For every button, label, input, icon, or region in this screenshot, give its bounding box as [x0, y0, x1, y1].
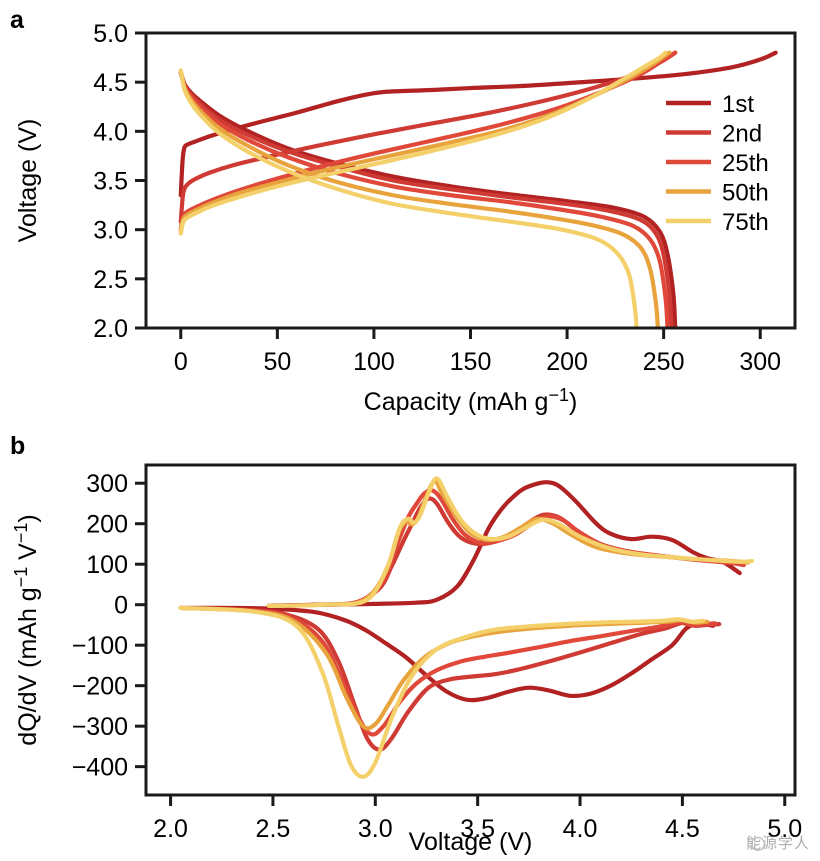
- legend-label-2nd: 2nd: [722, 121, 762, 148]
- panel-a-letter: a: [10, 6, 24, 34]
- legend-label-50th: 50th: [722, 180, 769, 207]
- curve-1st-discharge: [178, 605, 716, 703]
- y-tick-label: 200: [86, 511, 128, 539]
- legend-label-75th: 75th: [722, 209, 769, 236]
- x-tick-label: 3.5: [460, 815, 495, 843]
- curve-1st-charge: [178, 50, 778, 198]
- cloud-logo-icon: [747, 836, 765, 851]
- panel-a: a 0 50 100 150 200 250 300 2.0 2.5 3.0 3.5 4.0 4.5 5.…: [0, 0, 820, 430]
- panel-b-letter: b: [10, 432, 26, 460]
- plot-frame: [144, 31, 797, 330]
- y-tick-label: 2.5: [93, 266, 128, 294]
- curve-25th-discharge: [178, 69, 670, 327]
- curve-50th-charge: [178, 50, 672, 234]
- y-tick-label: 0: [114, 592, 128, 620]
- y-tick-label: 100: [86, 551, 128, 579]
- plot-frame: [144, 463, 797, 797]
- x-tick-label: 2.5: [256, 815, 291, 843]
- legend-label-1st: 1st: [722, 91, 754, 118]
- curve-1st-discharge: [178, 70, 678, 327]
- y-tick-label: 300: [86, 470, 128, 498]
- x-axis-title: Voltage (V): [409, 828, 533, 856]
- watermark: 能源学人: [746, 832, 810, 853]
- y-tick-label: −400: [72, 754, 128, 782]
- x-tick-label: 4.0: [563, 815, 598, 843]
- curves-group: [178, 476, 755, 779]
- y-tick-label: 3.5: [93, 168, 128, 196]
- x-tick-label: 3.0: [358, 815, 393, 843]
- x-tick-label: 5.0: [767, 815, 802, 843]
- x-tick-label: 0: [174, 348, 188, 376]
- x-tick-label: 2.0: [153, 815, 188, 843]
- curve-2nd-charge: [266, 496, 746, 609]
- x-tick-label: 4.5: [665, 815, 700, 843]
- x-tick-label: 300: [739, 348, 781, 376]
- x-tick-label: 150: [450, 348, 492, 376]
- y-tick-label: −300: [72, 713, 128, 741]
- x-axis-title: Capacity (mAh g−1): [364, 385, 578, 416]
- y-tick-label: −100: [72, 632, 128, 660]
- y-tick-label: 3.0: [93, 217, 128, 245]
- y-axis-title: dQ/dV (mAh g−1 V−1): [11, 514, 42, 745]
- curve-75th-discharge: [178, 605, 705, 779]
- curves-group: [178, 50, 778, 327]
- y-tick-label: 4.5: [93, 69, 128, 97]
- curve-75th-discharge: [178, 68, 639, 327]
- x-tick-label: 50: [263, 348, 291, 376]
- y-axis-title: Voltage (V): [14, 119, 42, 243]
- curve-50th-discharge: [178, 69, 660, 327]
- y-tick-label: 5.0: [93, 20, 128, 48]
- curve-75th-charge: [266, 476, 755, 609]
- curve-25th-discharge: [178, 605, 718, 737]
- curve-25th-charge: [266, 488, 746, 609]
- panel-b: b 2.0 2.5 3.0 3.5 4.0 4.5 5.0 −400 −300 −200 −100 0…: [0, 430, 820, 861]
- y-tick-label: −200: [72, 673, 128, 701]
- x-tick-label: 200: [546, 348, 588, 376]
- x-tick-label: 100: [353, 348, 395, 376]
- curve-75th-charge: [178, 50, 668, 236]
- curve-1st-charge: [270, 480, 742, 608]
- panel-a-chart: 0 50 100 150 200 250 300 2.0 2.5 3.0 3.5 4.0 4.5 5.0 C…: [14, 20, 797, 416]
- legend-label-25th: 25th: [722, 150, 769, 177]
- y-tick-label: 2.0: [93, 315, 128, 343]
- curve-2nd-discharge: [178, 605, 722, 752]
- y-tick-label: 4.0: [93, 118, 128, 146]
- x-tick-label: 250: [643, 348, 685, 376]
- panel-b-chart: 2.0 2.5 3.0 3.5 4.0 4.5 5.0 −400 −300 −200 −100 0 10…: [11, 463, 802, 856]
- curve-25th-charge: [178, 50, 678, 232]
